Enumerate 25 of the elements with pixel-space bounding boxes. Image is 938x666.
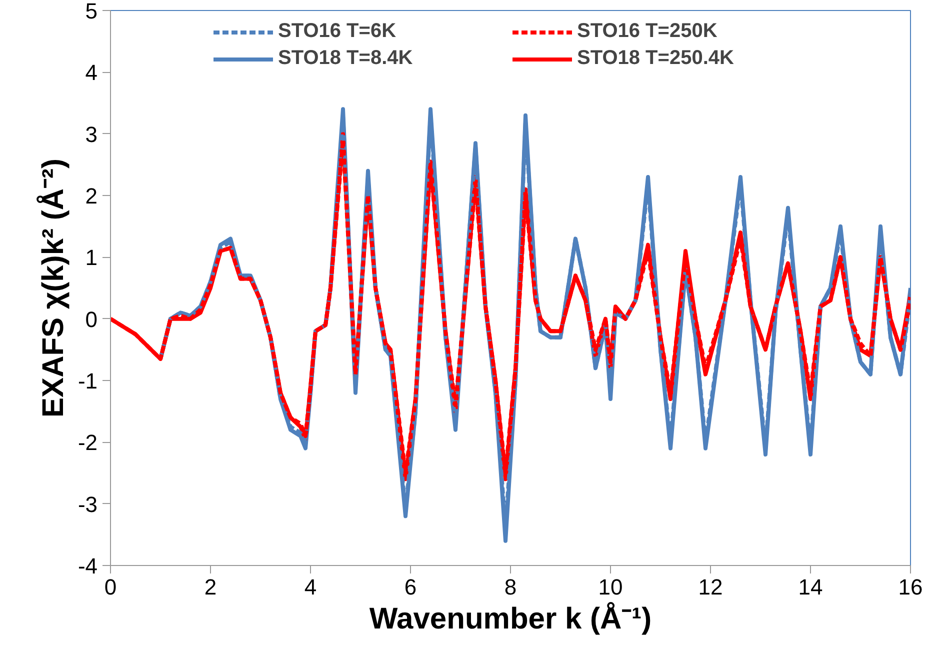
x-tick-label: 16 — [898, 574, 923, 600]
x-axis-title: Wavenumber k (Å⁻¹) — [369, 602, 652, 636]
y-tick-label: 0 — [85, 306, 98, 332]
y-axis-title: EXAFS χ(k)k² (Å⁻²) — [36, 158, 70, 418]
x-tick-label: 8 — [504, 574, 517, 600]
x-tick-label: 6 — [404, 574, 417, 600]
x-tick-label: 0 — [104, 574, 117, 600]
x-tick-label: 14 — [798, 574, 823, 600]
y-tick-label: -2 — [78, 430, 98, 456]
x-tick-label: 4 — [304, 574, 317, 600]
y-tick-label: 3 — [85, 122, 98, 147]
y-tick-label: -3 — [78, 492, 98, 517]
y-tick-label: 5 — [85, 0, 98, 24]
y-tick-label: -4 — [78, 554, 98, 578]
y-tick-label: -1 — [78, 368, 98, 394]
y-tick-label: 1 — [85, 245, 98, 270]
x-tick-label: 10 — [598, 574, 623, 600]
legend-label: STO16 T=6K — [278, 20, 398, 43]
y-tick-label: 2 — [85, 184, 98, 208]
legend-label: STO18 T=8.4K — [278, 47, 414, 70]
legend-label: STO18 T=250.4K — [577, 47, 735, 70]
x-tick-label: 12 — [698, 574, 723, 600]
x-tick-label: 2 — [204, 574, 217, 600]
y-tick-label: 4 — [85, 60, 98, 86]
legend-label: STO16 T=250K — [577, 20, 718, 43]
